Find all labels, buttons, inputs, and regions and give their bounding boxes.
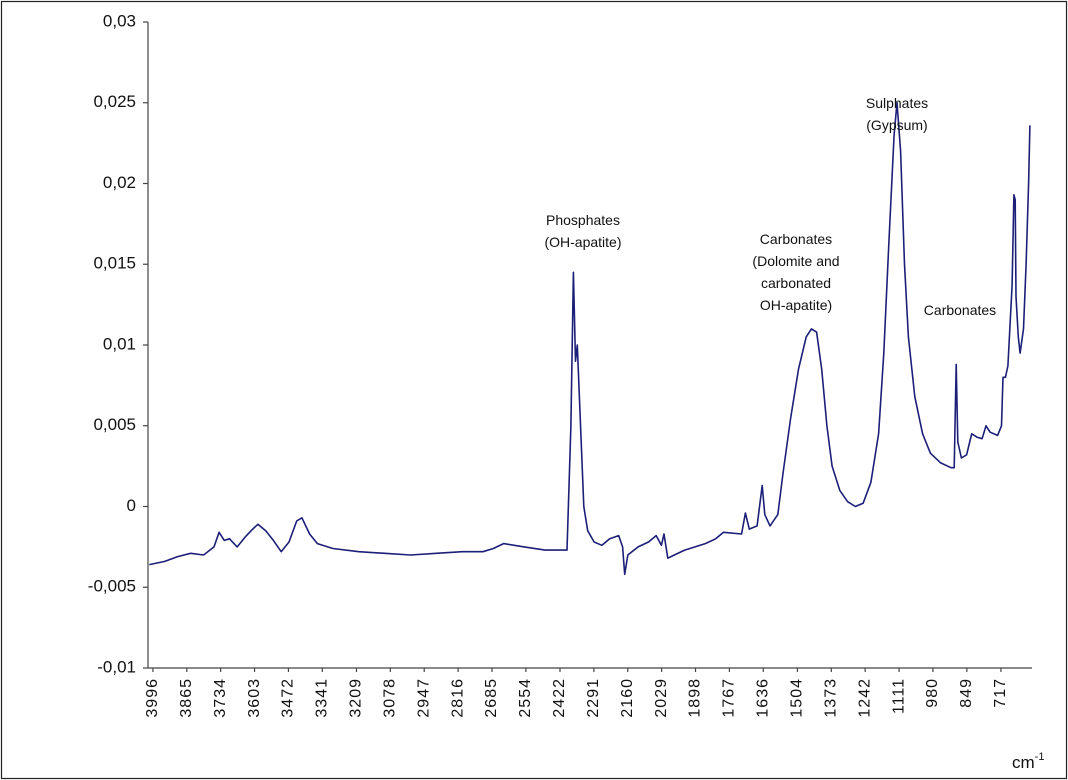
y-tick-label: 0,005 bbox=[93, 415, 136, 434]
x-tick-label: 1373 bbox=[823, 678, 840, 718]
y-tick-label: 0 bbox=[127, 496, 136, 515]
x-tick-label: 849 bbox=[958, 678, 975, 708]
x-tick-label: 2422 bbox=[551, 678, 568, 718]
annotation-line: (Dolomite and bbox=[752, 253, 839, 269]
annotation-line: Carbonates bbox=[760, 231, 832, 247]
x-tick-label: 3734 bbox=[212, 678, 229, 718]
annotation: Phosphates (OH-apatite) bbox=[544, 212, 621, 250]
x-tick-label: 2554 bbox=[517, 678, 534, 718]
annotation-line: Carbonates bbox=[924, 302, 996, 318]
annotation-line: (Gypsum) bbox=[866, 117, 927, 133]
x-tick-label: 1767 bbox=[721, 678, 738, 718]
y-tick-label: 0,015 bbox=[93, 254, 136, 273]
spectrum-line bbox=[149, 101, 1031, 576]
annotation-line: (OH-apatite) bbox=[544, 234, 621, 250]
annotation-line: Sulphates bbox=[866, 95, 928, 111]
annotation-line: carbonated bbox=[761, 275, 831, 291]
annotation: Sulphates (Gypsum) bbox=[866, 95, 928, 133]
y-tick-label: 0,01 bbox=[103, 334, 136, 353]
y-tick-label: 0,02 bbox=[103, 173, 136, 192]
x-tick-label: 1111 bbox=[890, 678, 907, 714]
x-tick-label: 3996 bbox=[144, 678, 161, 718]
x-tick-label: 1504 bbox=[789, 678, 806, 718]
x-tick-label: 3078 bbox=[382, 678, 399, 718]
x-tick-label: 2816 bbox=[449, 678, 466, 718]
x-tick-label: 980 bbox=[924, 678, 941, 708]
y-tick-label: -0,005 bbox=[88, 577, 136, 596]
y-tick-label: 0,03 bbox=[103, 11, 136, 30]
x-tick-label: 2947 bbox=[415, 678, 432, 718]
x-axis-label: cm-1 bbox=[1012, 751, 1044, 773]
x-tick-label: 3865 bbox=[178, 678, 195, 718]
y-tick-label: 0,025 bbox=[93, 92, 136, 111]
x-tick-label: 1898 bbox=[687, 678, 704, 718]
annotation-line: OH-apatite) bbox=[760, 297, 832, 313]
x-tick-label: 1242 bbox=[856, 678, 873, 718]
annotation: Carbonates (Dolomite and carbonated OH-apat… bbox=[752, 231, 839, 313]
x-tick-label: 1636 bbox=[755, 678, 772, 718]
x-tick-label: 3472 bbox=[280, 678, 297, 718]
x-axis-unit-exponent: -1 bbox=[1035, 751, 1045, 763]
x-tick-label: 2029 bbox=[653, 678, 670, 718]
x-axis-unit: cm bbox=[1012, 753, 1035, 772]
x-tick-label: 3341 bbox=[314, 678, 331, 718]
x-tick-label: 2160 bbox=[619, 678, 636, 718]
x-tick-label: 2291 bbox=[585, 678, 602, 718]
x-tick-label: 3209 bbox=[348, 678, 365, 718]
annotation-line: Phosphates bbox=[546, 212, 620, 228]
x-tick-label: 2685 bbox=[483, 678, 500, 718]
x-tick-label: 717 bbox=[992, 678, 1009, 708]
y-tick-label: -0,01 bbox=[97, 657, 136, 676]
annotation: Carbonates bbox=[924, 302, 996, 318]
x-tick-label: 3603 bbox=[246, 678, 263, 718]
